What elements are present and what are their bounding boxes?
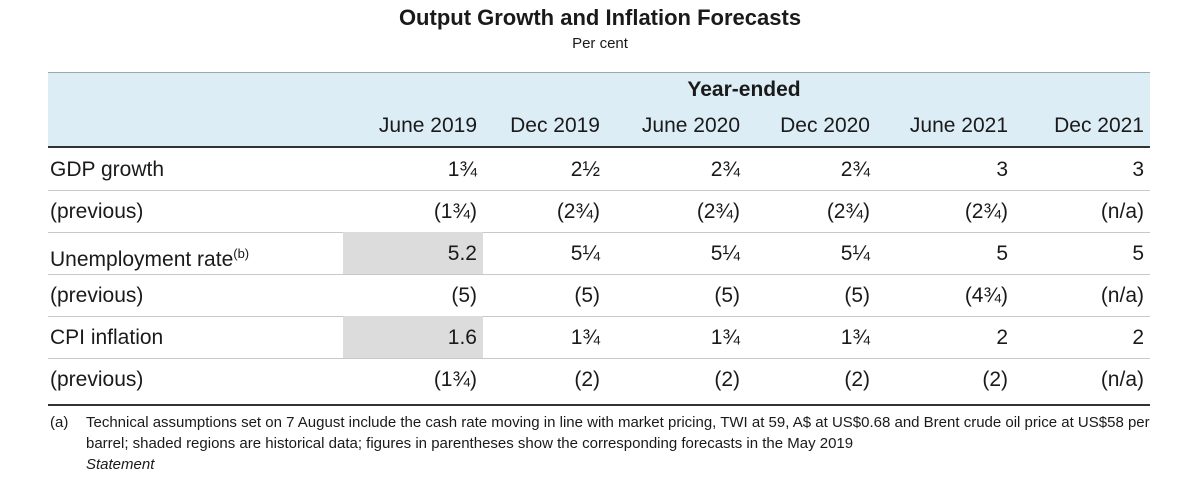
column-header-row: June 2019 Dec 2019 June 2020 Dec 2020 June 2… [48,104,1150,148]
footnote-tag: (a) [50,414,69,431]
table-cell: (1¾) [433,368,477,391]
row-label: (previous) [50,358,143,402]
column-header: June 2019 [378,114,477,137]
table-cell: 1.6 [343,316,483,358]
table-cell: (2) [574,368,600,391]
table-cell: (5) [451,284,477,307]
row-label-text: (previous) [50,368,144,391]
table-cell: (2) [714,368,740,391]
table-cell: (5) [714,284,740,307]
table-cell: 2 [996,326,1008,349]
table-row: (previous) (1¾) (2) (2) (2) (2) (n/a) [48,358,1150,400]
table-row: (previous) (1¾) (2¾) (2¾) (2¾) (2¾) (n/a) [48,190,1150,233]
header-band [48,72,1150,147]
row-label: GDP growth [50,148,164,192]
footnote-italic: Statement [86,456,155,473]
table-cell: 1¾ [710,326,740,349]
table-cell: (n/a) [1100,284,1144,307]
table-cell: 1¾ [840,326,870,349]
footnote-ref: (b) [233,246,250,261]
table-cell: (4¾) [964,284,1008,307]
row-label: (previous) [50,274,143,318]
table-cell: (5) [574,284,600,307]
table-cell: 1¾ [447,158,477,181]
table-cell: (2) [982,368,1008,391]
row-label: (previous) [50,190,143,234]
footnote-text: Technical assumptions set on 7 August in… [86,414,1150,452]
footnote: (a) Technical assumptions set on 7 Augus… [50,412,1150,475]
group-header: Year-ended [687,78,801,101]
table-cell: 5¼ [570,242,600,265]
row-label-text: (previous) [50,284,144,307]
table-cell: (2¾) [964,200,1008,223]
table-cell: (5) [844,284,870,307]
table-cell: 5.2 [343,232,483,274]
row-label-text: CPI inflation [50,326,164,349]
table-cell: 3 [996,158,1008,181]
table-cell: 2½ [570,158,600,181]
table-cell: (2) [844,368,870,391]
table-cell: 5¼ [710,242,740,265]
column-header: Dec 2021 [1054,114,1144,137]
column-header: June 2021 [909,114,1008,137]
row-label-text: (previous) [50,200,144,223]
row-label: CPI inflation [50,316,163,360]
table-cell: 2¾ [840,158,870,181]
table-cell: 1¾ [570,326,600,349]
table-row: CPI inflation 1.6 1¾ 1¾ 1¾ 2 2 [48,316,1150,359]
table-cell: 5 [1132,242,1144,265]
row-label-text: Unemployment rate [50,248,234,271]
table-row: Unemployment rate(b) 5.2 5¼ 5¼ 5¼ 5 5 [48,232,1150,275]
table-cell: (1¾) [433,200,477,223]
table-row: (previous) (5) (5) (5) (5) (4¾) (n/a) [48,274,1150,317]
row-label-text: GDP growth [50,158,164,181]
table-cell: (2¾) [696,200,740,223]
column-header: Dec 2019 [510,114,600,137]
table-subtitle: Per cent [572,35,628,52]
table-cell: (2¾) [826,200,870,223]
table-cell: 2¾ [710,158,740,181]
table-cell: 5¼ [840,242,870,265]
row-label: Unemployment rate(b) [50,232,249,282]
table-cell: (n/a) [1100,200,1144,223]
column-header: June 2020 [641,114,740,137]
table-cell: 5 [996,242,1008,265]
table-title: Output Growth and Inflation Forecasts [398,5,802,30]
table-cell: (n/a) [1100,368,1144,391]
table-cell: 3 [1132,158,1144,181]
table-bottom-rule [48,404,1150,406]
table-row: GDP growth 1¾ 2½ 2¾ 2¾ 3 3 [48,148,1150,191]
table-cell: 2 [1132,326,1144,349]
column-header: Dec 2020 [780,114,870,137]
table-cell: (2¾) [556,200,600,223]
